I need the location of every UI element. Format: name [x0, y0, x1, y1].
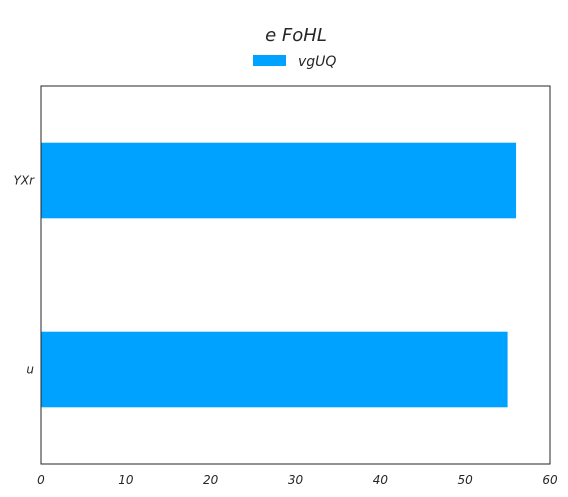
x-tick-label: 40 [373, 473, 389, 487]
x-tick-label: 30 [288, 473, 304, 487]
x-axis: 0 10 20 30 40 50 60 [37, 473, 558, 487]
x-tick-label: 0 [37, 473, 45, 487]
x-tick-label: 60 [542, 473, 558, 487]
bar-YXr [41, 142, 517, 219]
legend-label: vgUQ [298, 54, 336, 70]
plot-frame [40, 85, 551, 465]
chart-title: e FoHL [265, 25, 327, 46]
y-axis: u YXr [14, 174, 36, 377]
bar-u [41, 331, 508, 408]
x-tick-label: 20 [203, 473, 219, 487]
legend: vgUQ [253, 54, 336, 70]
bar-group [41, 142, 517, 408]
x-tick-label: 50 [458, 473, 474, 487]
legend-swatch [253, 55, 286, 66]
y-tick-label: u [26, 363, 34, 377]
x-tick-label: 10 [118, 473, 134, 487]
y-tick-label: YXr [14, 174, 36, 188]
